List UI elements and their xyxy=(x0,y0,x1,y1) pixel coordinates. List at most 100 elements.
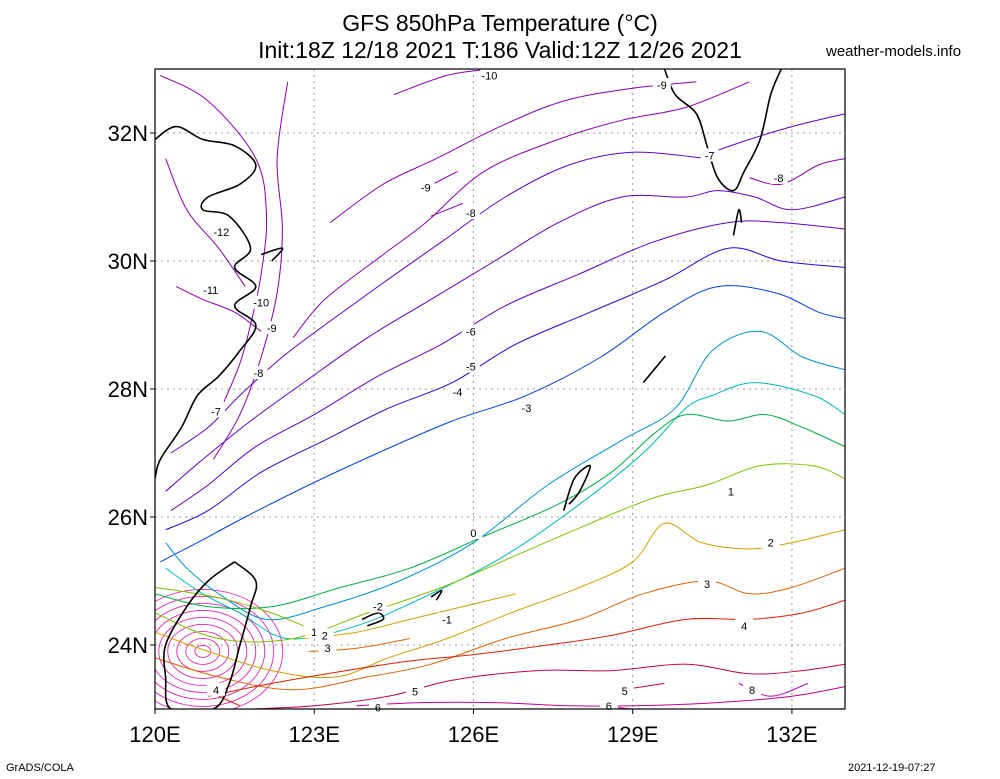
contour-line xyxy=(170,151,708,454)
contour-label-bg xyxy=(652,78,671,91)
contour-label: -12 xyxy=(213,227,229,239)
footer-timestamp: 2021-12-19-07:27 xyxy=(848,762,936,774)
warm-core-ring xyxy=(158,616,248,686)
contour-label-bg xyxy=(698,577,716,591)
x-tick-label: 123E xyxy=(289,722,340,747)
contour-label: -2 xyxy=(373,602,383,614)
contour-label: -10 xyxy=(253,298,269,310)
contour-label-bg xyxy=(517,401,536,415)
contour-label: 3 xyxy=(324,643,330,655)
contour-label-bg xyxy=(700,148,719,162)
contour-line xyxy=(155,413,845,610)
warm-core-ring xyxy=(155,595,275,707)
taiwan-warm-core xyxy=(155,588,284,709)
coastline-amami-okinawa xyxy=(562,464,592,511)
contour-label: 1 xyxy=(728,486,734,498)
warm-core-ring xyxy=(155,602,266,700)
x-tick-label: 120E xyxy=(129,722,180,747)
contour-line xyxy=(155,463,845,643)
coastline-zhoushan xyxy=(260,247,284,262)
y-tick-label: 26N xyxy=(108,505,148,530)
contour-line xyxy=(393,69,490,96)
contour-line xyxy=(155,522,845,679)
contour-label: -10 xyxy=(481,70,497,82)
contour-label: 3 xyxy=(704,579,710,591)
contour-line xyxy=(155,586,304,627)
contour-label-bg xyxy=(416,180,435,194)
contour-line xyxy=(430,202,463,217)
contour-label-bg xyxy=(461,324,480,338)
contour-label-bg xyxy=(368,700,387,714)
contour-labels: -12-11-10-10-9-9-9-8-8-8-7-7-6-5-4-3-2-1… xyxy=(201,68,788,715)
contour-label: -11 xyxy=(203,285,218,297)
warm-core-ring xyxy=(194,644,212,658)
contour-label-bg xyxy=(437,612,456,626)
contour-label: 4 xyxy=(741,621,747,633)
contour-label: -7 xyxy=(705,150,715,162)
contour-label-bg xyxy=(368,599,387,613)
coastline-tanegashima xyxy=(732,208,743,236)
contour-label: -3 xyxy=(522,403,532,415)
contour-line xyxy=(329,81,697,224)
contour-label-bg xyxy=(252,295,271,309)
warm-core-ring xyxy=(176,630,230,672)
coastline-miyako xyxy=(430,589,443,601)
contour-label: 2 xyxy=(322,630,328,642)
coastline-china-coast xyxy=(155,125,257,479)
contour-label-bg xyxy=(721,484,740,498)
x-axis-ticks: 120E 123E 126E 129E 132E xyxy=(129,709,818,747)
contour-label: -6 xyxy=(466,326,476,338)
contour-line xyxy=(212,81,289,460)
y-axis-ticks: 24N 26N 28N 30N 32N xyxy=(108,121,155,658)
credit-label: weather-models.info xyxy=(826,43,962,60)
warm-core-ring xyxy=(155,588,284,709)
y-tick-label: 32N xyxy=(108,121,148,146)
contour-label-bg xyxy=(262,321,281,335)
x-tick-label: 126E xyxy=(448,722,499,747)
contour-label: 1 xyxy=(311,627,317,639)
contour-label-bg xyxy=(769,170,788,184)
contour-line xyxy=(165,247,845,531)
contour-label-bg xyxy=(461,359,480,373)
contour-lines xyxy=(155,69,845,709)
x-tick-label: 129E xyxy=(607,722,658,747)
map-title: GFS 850hPa Temperature (°C) xyxy=(342,10,658,36)
contour-line xyxy=(303,593,517,640)
contour-line xyxy=(155,567,845,691)
contour-line xyxy=(170,220,845,512)
contour-label: -1 xyxy=(442,614,452,626)
contour-line xyxy=(250,663,845,709)
y-tick-label: 24N xyxy=(108,633,148,658)
contour-label: 6 xyxy=(606,701,612,713)
contour-label: -4 xyxy=(453,387,463,399)
contour-label: 0 xyxy=(470,528,476,540)
contour-line xyxy=(165,330,845,621)
contour-line xyxy=(160,285,845,563)
contour-line xyxy=(208,599,845,697)
coastline-kyushu xyxy=(663,69,783,192)
warm-core-ring xyxy=(167,623,239,679)
contour-label: -5 xyxy=(466,362,476,374)
y-tick-label: 30N xyxy=(108,249,148,274)
y-tick-label: 28N xyxy=(108,377,148,402)
contour-label-bg xyxy=(315,628,334,642)
contour-line xyxy=(165,190,845,492)
contour-label-bg xyxy=(207,404,226,418)
coastline-taiwan xyxy=(163,561,258,709)
contour-label: -9 xyxy=(657,80,667,92)
contour-label: -8 xyxy=(774,173,784,185)
map-subtitle: Init:18Z 12/18 2021 T:186 Valid:12Z 12/2… xyxy=(258,37,742,63)
contour-label-bg xyxy=(318,641,337,655)
contour-label-bg xyxy=(464,526,483,539)
contour-label-bg xyxy=(461,206,480,219)
contour-line xyxy=(165,158,246,287)
contour-line xyxy=(218,695,241,707)
contour-label-bg xyxy=(761,535,780,549)
warm-core-ring xyxy=(185,637,221,665)
contour-label-bg xyxy=(480,68,499,82)
coastline-amami-oshima xyxy=(642,355,666,384)
contour-label: -9 xyxy=(267,323,277,335)
x-tick-label: 132E xyxy=(766,722,817,747)
contour-label: 2 xyxy=(768,538,774,550)
